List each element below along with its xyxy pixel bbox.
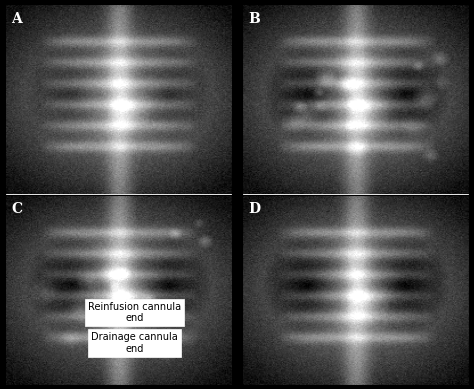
Text: Reinfusion cannula
end: Reinfusion cannula end — [88, 302, 181, 324]
Text: Drainage cannula
end: Drainage cannula end — [91, 332, 178, 354]
Text: B: B — [248, 12, 260, 26]
Text: C: C — [11, 202, 23, 216]
Text: A: A — [11, 12, 22, 26]
Text: D: D — [248, 202, 261, 216]
